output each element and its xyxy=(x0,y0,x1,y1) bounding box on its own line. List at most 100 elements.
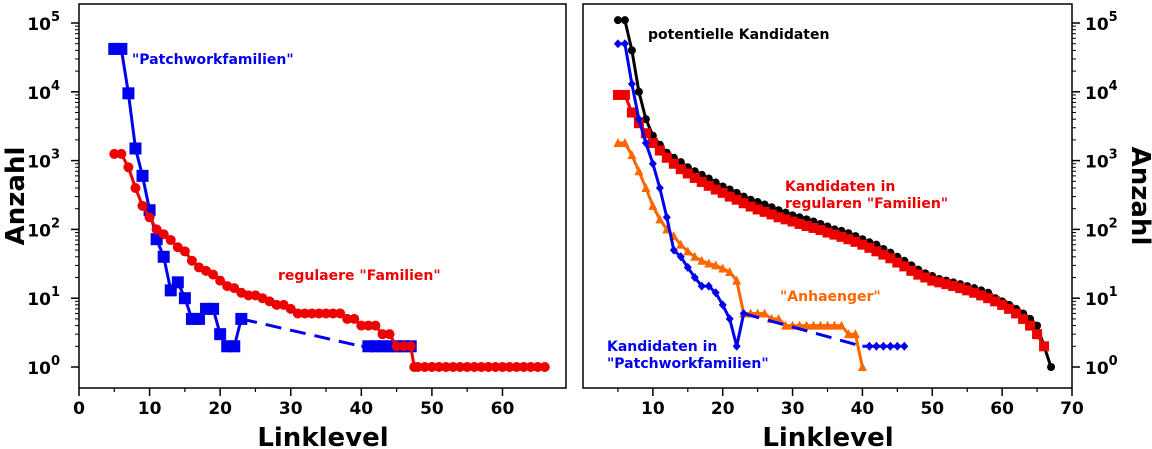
data-point-diamond xyxy=(872,341,881,351)
y-tick-exponent: 5 xyxy=(1109,10,1118,25)
x-tick-label: 20 xyxy=(711,399,735,419)
data-point-diamond xyxy=(648,159,657,169)
data-point-circle xyxy=(518,362,529,372)
data-point-diamond xyxy=(739,308,748,318)
data-point-circle xyxy=(476,362,487,372)
data-point-diamond xyxy=(711,288,720,298)
data-point-triangle xyxy=(774,313,784,323)
data-point-square xyxy=(906,265,917,276)
x-tick-label: 30 xyxy=(781,399,805,419)
data-point-square xyxy=(885,253,896,264)
data-point-triangle xyxy=(823,320,832,330)
data-point-circle xyxy=(151,224,162,235)
series-annotation: "Patchworkfamilien" xyxy=(132,52,294,68)
y-tick-exponent: 4 xyxy=(1109,79,1118,94)
data-point-square xyxy=(171,276,184,289)
y-axis-title: Anzahl xyxy=(1,147,31,246)
data-point-square xyxy=(780,214,791,225)
y-tick-base: 10 xyxy=(1085,359,1109,379)
y-tick-exponent: 3 xyxy=(51,148,60,163)
x-tick-label: 20 xyxy=(208,399,232,419)
data-point-diamond xyxy=(669,245,678,255)
plot-frame xyxy=(78,3,567,389)
data-point-diamond xyxy=(718,300,727,310)
data-point-square xyxy=(1004,303,1015,314)
data-point-circle xyxy=(271,299,282,310)
data-point-square xyxy=(969,287,980,298)
data-point-triangle xyxy=(697,255,707,265)
data-point-square xyxy=(836,231,847,242)
data-point-circle xyxy=(511,362,522,372)
data-point-triangle xyxy=(690,251,700,261)
data-point-diamond xyxy=(697,281,706,291)
data-point-square xyxy=(192,312,205,325)
series-annotation: Kandidaten in xyxy=(607,339,717,355)
data-point-circle xyxy=(349,313,360,324)
data-point-triangle xyxy=(829,320,839,330)
data-point-circle xyxy=(130,182,141,193)
x-tick-label: 50 xyxy=(420,399,444,419)
y-tick-exponent: 0 xyxy=(51,354,60,369)
data-point-circle xyxy=(539,362,550,372)
data-point-square xyxy=(724,191,735,202)
x-tick-label: 10 xyxy=(641,399,665,419)
data-point-square xyxy=(619,89,630,100)
data-point-square xyxy=(1011,308,1022,319)
y-tick-base: 10 xyxy=(1085,84,1109,104)
data-point-triangle xyxy=(732,275,742,285)
data-point-square xyxy=(983,293,994,304)
data-point-square xyxy=(878,249,889,260)
data-point-circle xyxy=(448,362,459,372)
data-point-circle xyxy=(426,362,437,372)
data-point-diamond xyxy=(732,341,741,351)
x-tick-label: 10 xyxy=(138,399,162,419)
series-annotation: regularen "Familien" xyxy=(785,196,948,212)
data-point-diamond xyxy=(641,138,650,148)
series-line xyxy=(114,152,545,369)
data-point-circle xyxy=(328,308,339,319)
data-point-square xyxy=(752,204,763,215)
data-point-square xyxy=(801,221,812,232)
data-point-square xyxy=(948,281,959,292)
series-annotation: "Patchworkfamilien" xyxy=(607,356,769,372)
series-annotation: regulaere "Familien" xyxy=(278,268,441,284)
series-dashed-line xyxy=(240,317,362,348)
data-point-diamond xyxy=(620,39,629,49)
data-point-triangle xyxy=(613,138,623,148)
data-point-square xyxy=(766,209,777,220)
data-point-diamond xyxy=(879,341,888,351)
data-point-square xyxy=(815,225,826,236)
data-point-circle xyxy=(469,362,480,372)
series-line xyxy=(617,93,1046,348)
data-point-triangle xyxy=(634,166,644,176)
data-point-circle xyxy=(321,308,332,319)
data-point-circle xyxy=(483,362,494,372)
data-point-circle xyxy=(306,308,317,319)
data-point-square xyxy=(738,198,749,209)
data-point-triangle xyxy=(627,150,637,160)
y-tick-label: 102 xyxy=(27,216,60,241)
y-tick-base: 10 xyxy=(27,153,51,173)
data-point-square xyxy=(822,227,833,238)
data-point-circle xyxy=(215,275,226,286)
data-point-triangle xyxy=(704,258,714,268)
data-point-circle xyxy=(405,341,416,352)
data-point-diamond xyxy=(683,262,692,272)
data-point-square xyxy=(675,164,686,175)
data-point-square xyxy=(899,261,910,272)
data-point-square xyxy=(1018,313,1029,324)
series-0-square xyxy=(108,42,417,353)
data-point-diamond xyxy=(655,183,664,193)
y-tick-exponent: 2 xyxy=(51,216,60,231)
data-point-circle xyxy=(137,200,148,211)
data-point-square xyxy=(129,142,142,155)
data-point-diamond xyxy=(690,272,699,282)
left-chart-panel: 0 10 20 30 40 50 60100101102103104105Linklevel… xyxy=(1,3,567,449)
y-tick-exponent: 1 xyxy=(51,285,60,300)
data-point-triangle xyxy=(725,267,735,277)
data-point-triangle xyxy=(676,239,686,249)
data-point-circle xyxy=(186,255,197,266)
data-point-circle xyxy=(285,303,296,314)
y-tick-label: 103 xyxy=(27,148,60,173)
